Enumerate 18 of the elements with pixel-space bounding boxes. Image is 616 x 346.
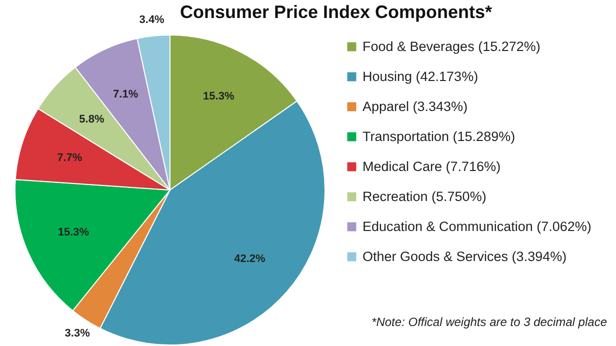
legend-label: Medical Care (7.716%) — [362, 158, 501, 174]
data-label: 3.4% — [139, 14, 165, 26]
legend-label: Other Goods & Services (3.394%) — [362, 248, 567, 264]
legend-label: Housing (42.173%) — [362, 68, 478, 84]
data-label: 15.3% — [58, 226, 90, 238]
data-label: 7.7% — [57, 152, 82, 164]
legend-label: Education & Communication (7.062%) — [362, 218, 592, 234]
text: *Note: Offical weights are to 3 decimal place — [372, 315, 608, 329]
legend-label: Recreation (5.750%) — [362, 188, 486, 204]
legend-label: Food & Beverages (15.272%) — [362, 38, 540, 54]
data-label: 5.8% — [79, 113, 104, 126]
chart-title: Consumer Price Index Components* — [180, 2, 492, 22]
legend-label: Transportation (15.289%) — [362, 128, 516, 144]
data-label: 7.1% — [113, 88, 138, 100]
data-label: 42.2% — [234, 253, 266, 265]
data-label: 3.3% — [64, 328, 90, 340]
data-label: 15.3% — [203, 90, 234, 102]
legend-label: Apparel (3.343%) — [362, 98, 468, 114]
